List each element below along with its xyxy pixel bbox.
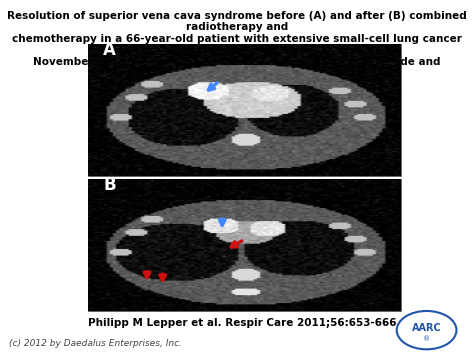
Text: Resolution of superior vena cava syndrome before (A) and after (B) combined radi: Resolution of superior vena cava syndrom… — [7, 11, 467, 79]
Text: B: B — [103, 176, 116, 194]
FancyBboxPatch shape — [88, 179, 401, 311]
Text: (c) 2012 by Daedalus Enterprises, Inc.: (c) 2012 by Daedalus Enterprises, Inc. — [9, 339, 182, 348]
Text: ®: ® — [423, 337, 430, 343]
Text: A: A — [103, 41, 116, 59]
Text: AARC: AARC — [412, 323, 441, 333]
Text: Philipp M Lepper et al. Respir Care 2011;56:653-666: Philipp M Lepper et al. Respir Care 2011… — [88, 318, 396, 328]
FancyBboxPatch shape — [88, 44, 401, 176]
